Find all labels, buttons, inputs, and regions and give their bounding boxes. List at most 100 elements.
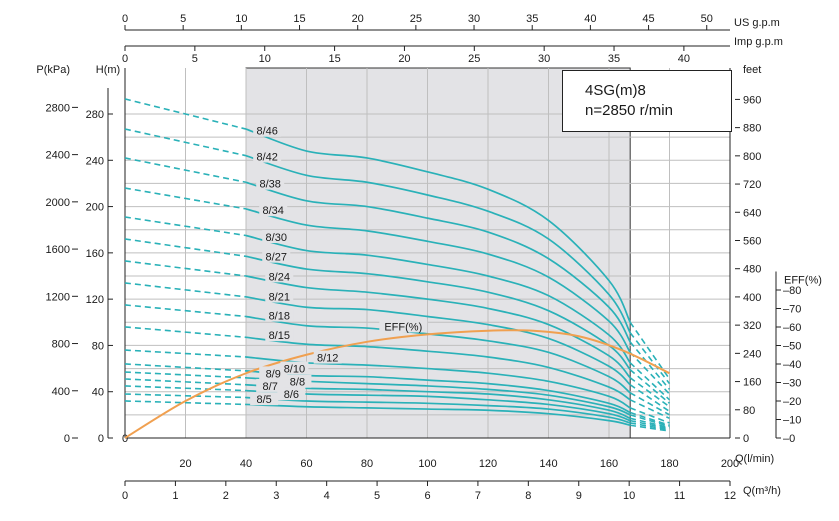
curve-8-8 [245, 383, 631, 420]
curve-8-27 [245, 255, 631, 371]
tick-label-feet: 400 [743, 292, 761, 304]
tick-label-eff: –20 [783, 396, 801, 408]
tick-label-pressure: 2800 [46, 102, 70, 114]
tick-label-q-lmin: 120 [479, 458, 497, 470]
tick-label-head-m: 240 [86, 155, 104, 167]
tick-label-q-m3h: 10 [623, 490, 635, 502]
series-label-8-30: 8/30 [266, 232, 287, 244]
curve-8-30-dashed-right [629, 362, 671, 401]
tick-label-feet: 880 [743, 123, 761, 135]
tick-label-us-gpm: 50 [701, 13, 713, 25]
series-label-bg [265, 328, 294, 342]
curve-8-42-dashed-right [629, 332, 671, 385]
series-label-8-21: 8/21 [269, 292, 290, 304]
curve-8-12-dashed-right [629, 407, 670, 424]
tick-label-pressure: 400 [52, 386, 70, 398]
series-label-8-9: 8/9 [266, 368, 281, 380]
tick-label-feet: 160 [743, 377, 761, 389]
series-label-8-8: 8/8 [290, 377, 305, 389]
tick-label-q-m3h: 2 [223, 490, 229, 502]
tick-label-head-m: 80 [92, 340, 104, 352]
curve-8-30-dashed-left [124, 216, 247, 237]
axis-label-q-lmin: Q(l/min) [735, 453, 774, 465]
curve-8-12 [245, 356, 631, 409]
tick-label-eff: –10 [783, 415, 801, 427]
axis-label-head-m: H(m) [96, 64, 120, 76]
curve-8-38-dashed-right [629, 341, 671, 390]
curve-8-27-dashed-left [124, 238, 247, 258]
curve-8-8-dashed-left [124, 378, 247, 386]
series-label-8-10: 8/10 [284, 364, 305, 376]
tick-label-head-m: 0 [98, 433, 104, 445]
tick-label-eff: –0 [783, 433, 795, 445]
curve-8-42 [245, 154, 631, 334]
series-label-bg [313, 350, 342, 364]
series-label-8-12: 8/12 [317, 353, 338, 365]
tick-label-q-m3h: 9 [576, 490, 582, 502]
tick-label-feet: 720 [743, 179, 761, 191]
tick-label-q-m3h: 12 [724, 490, 736, 502]
tick-label-q-lmin-zero: 0 [122, 433, 128, 445]
curve-8-30 [245, 234, 631, 364]
curve-8-5-dashed-right [630, 424, 670, 432]
curve-8-21 [245, 295, 631, 386]
tick-label-us-gpm: 45 [642, 13, 654, 25]
curve-8-18-dashed-right [629, 392, 670, 416]
series-label-bg [265, 308, 294, 322]
tick-label-feet: 640 [743, 207, 761, 219]
tick-label-eff: –60 [783, 322, 801, 334]
tick-label-imp-gpm: 0 [122, 53, 128, 65]
tick-label-pressure: 1600 [46, 244, 70, 256]
tick-label-head-m: 160 [86, 248, 104, 260]
series-label-bg [280, 361, 309, 375]
tick-label-us-gpm: 0 [122, 13, 128, 25]
curve-8-18-dashed-left [124, 304, 247, 318]
series-label-8-24: 8/24 [269, 271, 290, 283]
curve-8-7-dashed-right [630, 419, 670, 430]
efficiency-curve [124, 329, 670, 439]
tick-label-pressure: 2000 [46, 197, 70, 209]
series-label-bg [262, 249, 291, 263]
curve-8-24 [245, 275, 631, 379]
tick-label-us-gpm: 30 [468, 13, 480, 25]
series-label-8-38: 8/38 [259, 179, 280, 191]
curve-8-34 [245, 208, 631, 353]
series-label-8-7: 8/7 [263, 381, 278, 393]
series-label-bg [256, 378, 285, 392]
curve-8-18 [245, 315, 631, 394]
tick-label-head-m: 40 [92, 387, 104, 399]
tick-label-pressure: 800 [52, 339, 70, 351]
series-label-8-42: 8/42 [256, 152, 277, 164]
series-label-8-15: 8/15 [269, 330, 290, 342]
tick-label-feet: 240 [743, 348, 761, 360]
curve-8-7 [245, 389, 631, 422]
axis-label-pressure: P(kPa) [36, 64, 70, 76]
tick-label-q-lmin: 200 [721, 458, 739, 470]
curve-8-15-dashed-left [124, 326, 247, 339]
series-label-bg [283, 374, 312, 388]
tick-label-q-m3h: 11 [674, 490, 685, 502]
tick-label-q-lmin: 80 [361, 458, 373, 470]
curve-8-10 [245, 370, 631, 414]
tick-label-us-gpm: 10 [235, 13, 247, 25]
tick-label-eff: –50 [783, 341, 801, 353]
tick-label-feet: 80 [743, 405, 755, 417]
tick-label-pressure: 0 [64, 433, 70, 445]
tick-label-q-lmin: 180 [660, 458, 678, 470]
curve-8-5-dashed-left [124, 400, 247, 406]
tick-label-imp-gpm: 15 [328, 53, 340, 65]
axis-label-q-m3h: Q(m³/h) [743, 485, 781, 497]
tick-label-q-m3h: 6 [424, 490, 430, 502]
tick-label-eff: –80 [783, 285, 801, 297]
series-label-bg [256, 176, 285, 190]
efficiency-label: EFF(%) [384, 321, 422, 333]
model-info-box: 4SG(m)8 n=2850 r/min [562, 70, 732, 132]
curve-8-9 [245, 376, 631, 416]
curve-8-10-dashed-left [124, 363, 247, 372]
tick-label-q-lmin: 40 [240, 458, 252, 470]
curve-8-15-dashed-right [629, 399, 670, 420]
tick-label-imp-gpm: 20 [398, 53, 410, 65]
axis-label-feet: feet [743, 64, 761, 76]
curve-8-15 [245, 336, 631, 401]
tick-label-us-gpm: 15 [293, 13, 305, 25]
